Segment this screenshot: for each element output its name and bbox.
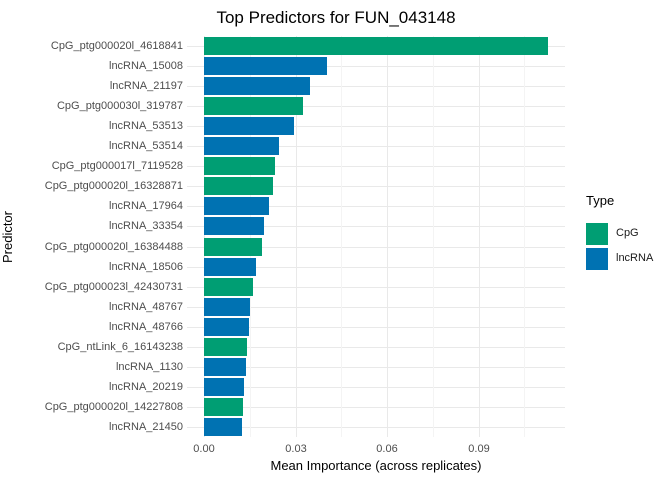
gridline-horizontal bbox=[187, 126, 565, 127]
gridline-horizontal bbox=[187, 287, 565, 288]
bar-CpG_ntLink_6_16143238 bbox=[204, 338, 247, 356]
y-axis-label: CpG_ptg000020l_16384488 bbox=[44, 241, 183, 253]
y-axis-label: lncRNA_48766 bbox=[109, 321, 183, 333]
gridline-vertical-minor bbox=[341, 36, 342, 437]
legend-entry-lncrna: lncRNA bbox=[586, 247, 672, 272]
bar-lncRNA_53513 bbox=[204, 117, 294, 135]
bar-lncRNA_1130 bbox=[204, 358, 246, 376]
gridline-horizontal bbox=[187, 347, 565, 348]
x-axis-title: Mean Importance (across replicates) bbox=[270, 458, 482, 473]
legend-label-lncrna: lncRNA bbox=[616, 252, 654, 264]
gridline-horizontal bbox=[187, 247, 565, 248]
bar-lncRNA_21450 bbox=[204, 418, 242, 436]
gridline-horizontal bbox=[187, 226, 565, 227]
legend-swatch-lncrna bbox=[586, 248, 608, 270]
y-axis-label: lncRNA_21450 bbox=[109, 421, 183, 433]
x-axis-tick-label: 0.09 bbox=[468, 443, 490, 455]
gridline-horizontal bbox=[187, 166, 565, 167]
gridline-horizontal bbox=[187, 367, 565, 368]
gridline-vertical-major bbox=[387, 36, 388, 437]
y-axis-label: CpG_ptg000020l_4618841 bbox=[50, 40, 183, 52]
bar-CpG_ptg000020l_14227808 bbox=[204, 398, 243, 416]
gridline-horizontal bbox=[187, 427, 565, 428]
gridline-vertical-major bbox=[204, 36, 205, 437]
gridline-horizontal bbox=[187, 186, 565, 187]
y-axis-label: lncRNA_18506 bbox=[109, 261, 183, 273]
y-axis-label: lncRNA_17964 bbox=[109, 200, 183, 212]
legend-title: Type bbox=[586, 193, 615, 208]
gridline-vertical-minor bbox=[433, 36, 434, 437]
bar-CpG_ptg000020l_16384488 bbox=[204, 238, 262, 256]
legend: Type CpG lncRNA bbox=[586, 193, 672, 272]
legend-entry-cpg: CpG bbox=[586, 222, 672, 247]
gridline-horizontal bbox=[187, 106, 565, 107]
legend-label-cpg: CpG bbox=[616, 227, 639, 239]
y-axis-label: CpG_ptg000020l_14227808 bbox=[44, 401, 183, 413]
bar-lncRNA_53514 bbox=[204, 137, 279, 155]
x-axis-tick-label: 0.06 bbox=[376, 443, 398, 455]
plot-panel bbox=[187, 36, 565, 437]
y-axis-label: CpG_ptg000020l_16328871 bbox=[44, 180, 183, 192]
gridline-horizontal bbox=[187, 66, 565, 67]
x-axis-tick-label: 0.03 bbox=[285, 443, 307, 455]
bar-lncRNA_17964 bbox=[204, 197, 269, 215]
gridline-horizontal bbox=[187, 407, 565, 408]
chart-title: Top Predictors for FUN_043148 bbox=[216, 8, 456, 27]
gridline-horizontal bbox=[187, 327, 565, 328]
y-axis-label: lncRNA_21197 bbox=[109, 80, 183, 92]
gridline-horizontal bbox=[187, 307, 565, 308]
bar-CpG_ptg000023l_42430731 bbox=[204, 278, 253, 296]
gridline-horizontal bbox=[187, 267, 565, 268]
y-axis-label: lncRNA_53514 bbox=[109, 140, 183, 152]
bar-lncRNA_33354 bbox=[204, 217, 264, 235]
bar-lncRNA_48766 bbox=[204, 318, 249, 336]
bar-lncRNA_48767 bbox=[204, 298, 250, 316]
y-axis-label: CpG_ptg000030l_319787 bbox=[56, 100, 183, 112]
legend-swatch-cpg bbox=[586, 223, 608, 245]
bar-CpG_ptg000020l_4618841 bbox=[204, 37, 548, 55]
gridline-horizontal bbox=[187, 146, 565, 147]
bar-lncRNA_18506 bbox=[204, 258, 256, 276]
gridline-horizontal bbox=[187, 206, 565, 207]
bar-lncRNA_21197 bbox=[204, 77, 310, 95]
gridline-vertical-major bbox=[479, 36, 480, 437]
bar-lncRNA_15008 bbox=[204, 57, 327, 75]
y-axis-label: lncRNA_53513 bbox=[109, 120, 183, 132]
y-axis-label: lncRNA_1130 bbox=[115, 361, 183, 373]
y-axis-label: lncRNA_33354 bbox=[109, 220, 183, 232]
gridline-vertical-major bbox=[296, 36, 297, 437]
y-axis-label: lncRNA_15008 bbox=[109, 60, 183, 72]
y-axis-label: CpG_ntLink_6_16143238 bbox=[57, 341, 183, 353]
bar-CpG_ptg000020l_16328871 bbox=[204, 177, 273, 195]
x-axis-tick-label: 0.00 bbox=[193, 443, 215, 455]
y-axis-label: lncRNA_20219 bbox=[109, 381, 183, 393]
gridline-vertical-minor bbox=[250, 36, 251, 437]
bar-CpG_ptg000017l_7119528 bbox=[204, 157, 275, 175]
bar-lncRNA_20219 bbox=[204, 378, 244, 396]
gridline-horizontal bbox=[187, 387, 565, 388]
y-axis-label: lncRNA_48767 bbox=[109, 301, 183, 313]
gridline-horizontal bbox=[187, 86, 565, 87]
y-axis-label: CpG_ptg000023l_42430731 bbox=[44, 281, 183, 293]
bar-CpG_ptg000030l_319787 bbox=[204, 97, 303, 115]
gridline-vertical-minor bbox=[524, 36, 525, 437]
y-axis-label: CpG_ptg000017l_7119528 bbox=[51, 160, 183, 172]
